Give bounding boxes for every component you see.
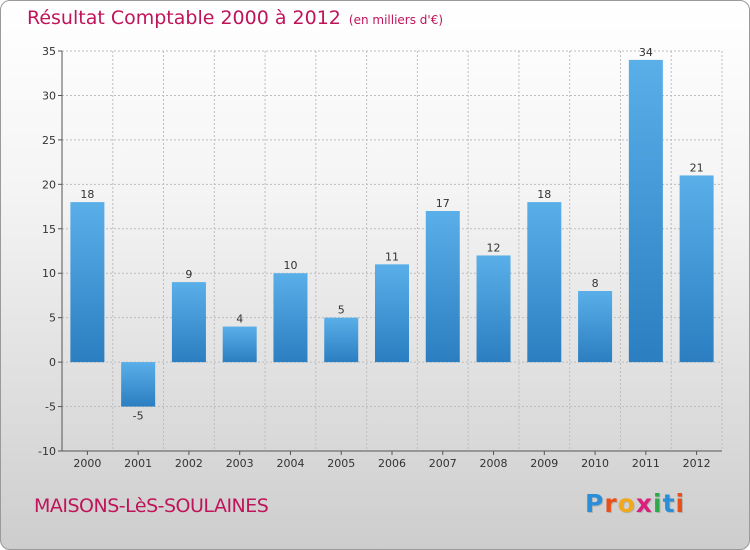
- data-label-2008: 12: [487, 241, 501, 254]
- y-tick-label: 30: [42, 89, 56, 102]
- bar-2007: [425, 211, 460, 363]
- bar-2002: [171, 282, 206, 363]
- proxiti-logo: Proxiti: [585, 489, 685, 518]
- bar-2000: [70, 202, 105, 363]
- x-tick-label: 2005: [327, 457, 355, 470]
- data-labels: 18 -5 9 4 10 5 11 17 12 18 8 34 21: [80, 46, 703, 423]
- x-tick-label: 2007: [429, 457, 457, 470]
- y-tick-label: 35: [42, 45, 56, 58]
- bar-2012: [679, 175, 714, 363]
- x-tick-label: 2009: [530, 457, 558, 470]
- y-tick-label: 20: [42, 178, 56, 191]
- x-tick-label: 2010: [581, 457, 609, 470]
- bar-2001: [121, 362, 156, 407]
- data-label-2002: 9: [185, 268, 192, 281]
- bar-2005: [324, 317, 359, 363]
- data-label-2011: 34: [639, 46, 653, 59]
- x-tick-label: 2011: [632, 457, 660, 470]
- x-tick-label: 2003: [226, 457, 254, 470]
- logo-letter: i: [675, 489, 686, 518]
- y-tick-label: -5: [45, 401, 56, 414]
- commune-name: MAISONS-LèS-SOULAINES: [34, 495, 269, 517]
- logo-letter: i: [653, 489, 663, 518]
- data-label-2001: -5: [133, 410, 144, 423]
- data-label-2012: 21: [690, 161, 704, 174]
- x-tick-label: 2004: [276, 457, 304, 470]
- x-tick-label: 2012: [683, 457, 711, 470]
- chart-subtitle: (en milliers d'€): [348, 13, 444, 27]
- chart-title: Résultat Comptable 2000 à 2012: [27, 7, 341, 29]
- bar-2003: [222, 326, 257, 363]
- logo-letter: r: [604, 489, 618, 518]
- data-label-2010: 8: [592, 277, 599, 290]
- data-label-2009: 18: [537, 188, 551, 201]
- y-tick-label: 15: [42, 223, 56, 236]
- logo-letter: t: [662, 489, 676, 518]
- bar-2004: [273, 273, 308, 363]
- data-label-2006: 11: [385, 250, 399, 263]
- logo-letter: P: [585, 489, 605, 518]
- bars: [70, 59, 714, 407]
- y-tick-label: -10: [38, 445, 56, 458]
- x-tick-label: 2000: [73, 457, 101, 470]
- logo-letter: x: [635, 489, 653, 518]
- bar-2010: [578, 291, 613, 363]
- y-tick-label: 5: [49, 312, 56, 325]
- x-tick-label: 2001: [124, 457, 152, 470]
- axes: -10 -5 0 5 10 15 20 25 30 35 2000 2001 2002 2003 2004 2…: [38, 45, 722, 470]
- data-label-2007: 17: [436, 197, 450, 210]
- y-tick-label: 25: [42, 134, 56, 147]
- title-row: Résultat Comptable 2000 à 2012 (en millie…: [27, 7, 443, 29]
- bar-2011: [628, 59, 663, 363]
- bar-2006: [375, 264, 409, 363]
- y-tick-label: 10: [42, 267, 56, 280]
- data-label-2005: 5: [338, 304, 345, 317]
- x-tick-label: 2008: [480, 457, 508, 470]
- data-label-2004: 10: [283, 259, 297, 272]
- bar-2008: [476, 255, 511, 363]
- x-tick-label: 2002: [175, 457, 203, 470]
- data-label-2003: 4: [236, 313, 243, 326]
- data-label-2000: 18: [80, 188, 94, 201]
- logo-letter: o: [617, 489, 636, 518]
- bar-2009: [527, 202, 562, 363]
- y-tick-label: 0: [49, 356, 56, 369]
- x-tick-label: 2006: [378, 457, 406, 470]
